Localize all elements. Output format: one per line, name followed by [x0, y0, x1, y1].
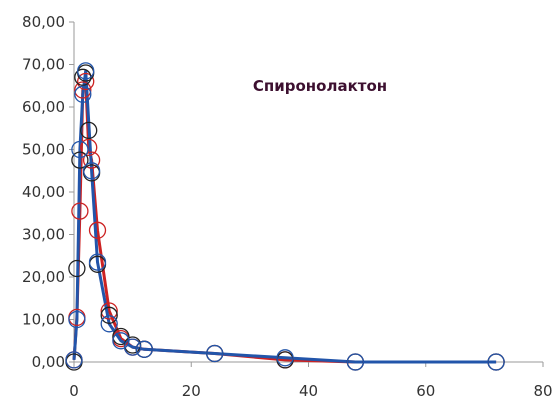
- data-point-marker: [80, 138, 98, 157]
- data-point-marker: [77, 72, 95, 91]
- data-point-marker: [68, 310, 86, 329]
- x-tick-label: 60: [416, 382, 435, 400]
- y-tick-label: 40,00: [22, 183, 65, 201]
- y-tick-label: 20,00: [22, 268, 65, 286]
- y-tick-label: 80,00: [22, 13, 65, 31]
- data-point-marker: [123, 338, 142, 356]
- axes: 0,00 10,00 20,00 30,00 40,00 50,00 60,00 70,00 8…: [22, 13, 553, 400]
- data-point-marker: [88, 221, 107, 239]
- data-point-marker: [82, 162, 101, 180]
- y-tick-label: 0,00: [32, 353, 65, 371]
- data-point-marker: [100, 315, 118, 333]
- data-point-marker: [74, 85, 92, 103]
- data-point-marker: [71, 140, 89, 159]
- y-tick-label: 70,00: [22, 56, 65, 74]
- data-point-marker: [71, 151, 89, 169]
- x-tick-label: 40: [299, 382, 318, 400]
- data-point-marker: [74, 81, 92, 99]
- data-point-marker: [68, 259, 86, 278]
- series-line-3: [72, 69, 497, 364]
- data-point-marker: [80, 121, 98, 140]
- y-tick-label: 60,00: [22, 98, 65, 116]
- data-point-marker: [88, 253, 107, 271]
- chart-title: Спиронолактон: [253, 77, 387, 95]
- series-lines: [72, 69, 497, 364]
- data-point-marker: [100, 306, 118, 324]
- series-markers: [65, 62, 505, 371]
- x-tick-label: 80: [533, 382, 552, 400]
- data-point-marker: [77, 62, 95, 80]
- data-point-marker: [276, 349, 294, 367]
- y-tick-label: 30,00: [22, 226, 65, 244]
- data-point-marker: [82, 151, 101, 169]
- data-point-marker: [112, 327, 130, 346]
- y-tick-label: 50,00: [22, 141, 65, 159]
- data-point-marker: [112, 332, 130, 350]
- x-tick-label: 20: [182, 382, 201, 400]
- series-line-1: [72, 80, 497, 364]
- data-point-marker: [346, 353, 365, 371]
- y-tick-label: 10,00: [22, 311, 65, 329]
- x-tick-label: 0: [69, 382, 79, 400]
- data-point-marker: [487, 353, 505, 371]
- data-point-marker: [100, 302, 118, 320]
- data-point-marker: [71, 202, 89, 220]
- data-point-marker: [135, 340, 153, 358]
- data-point-marker: [65, 351, 83, 369]
- data-point-marker: [206, 344, 224, 363]
